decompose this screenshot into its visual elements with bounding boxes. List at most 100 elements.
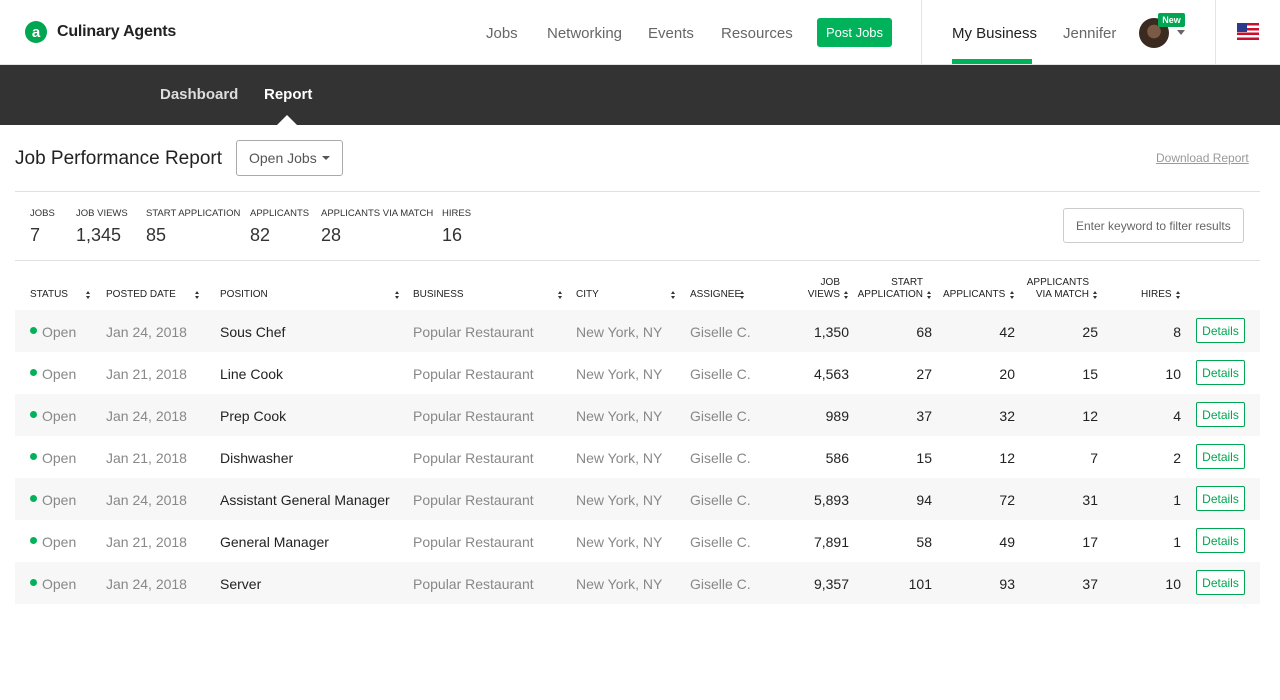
header-line: VIEWS [807, 289, 840, 300]
table-row[interactable]: Open Jan 24, 2018 Server Popular Restaurant… [15, 562, 1260, 604]
column-header-hires[interactable]: HIRES [1141, 289, 1172, 300]
cell-assignee: Giselle C. [690, 324, 751, 340]
sort-icon[interactable] [1176, 291, 1181, 299]
table-row[interactable]: Open Jan 24, 2018 Sous Chef Popular Restaur… [15, 310, 1260, 352]
table-row[interactable]: Open Jan 24, 2018 Prep Cook Popular Restaur… [15, 394, 1260, 436]
nav-networking[interactable]: Networking [547, 25, 623, 42]
brand-name: Culinary Agents [57, 23, 177, 40]
stat-value: 28 [321, 225, 342, 245]
table-row[interactable]: Open Jan 21, 2018 Line Cook Popular Restaur… [15, 352, 1260, 394]
cell-applicants-via-match: 15 [1082, 366, 1098, 382]
cell-status: Open [42, 534, 77, 550]
sort-icon[interactable] [195, 291, 200, 299]
cell-applicants: 49 [999, 534, 1015, 550]
dropdown-value: Open Jobs [249, 150, 317, 166]
details-button[interactable]: Details [1196, 570, 1245, 595]
cell-assignee: Giselle C. [690, 534, 751, 550]
job-status-dropdown[interactable]: Open Jobs [236, 140, 343, 176]
cell-business: Popular Restaurant [413, 492, 534, 508]
stat-value: 1,345 [76, 225, 122, 245]
column-header-assignee[interactable]: ASSIGNEE [690, 289, 742, 300]
column-header-start-application[interactable]: START APPLICATION [852, 277, 923, 301]
column-header-posted-date[interactable]: POSTED DATE [106, 289, 176, 300]
post-jobs-button[interactable]: Post Jobs [817, 18, 892, 47]
tab-dashboard[interactable]: Dashboard [160, 86, 239, 103]
nav-jobs[interactable]: Jobs [486, 25, 518, 42]
cell-business: Popular Restaurant [413, 324, 534, 340]
cell-applicants-via-match: 12 [1082, 408, 1098, 424]
cell-business: Popular Restaurant [413, 408, 534, 424]
tab-report[interactable]: Report [264, 86, 313, 103]
nav-resources[interactable]: Resources [721, 25, 793, 42]
table-row[interactable]: Open Jan 21, 2018 General Manager Popular R… [15, 520, 1260, 562]
column-header-city[interactable]: CITY [576, 289, 599, 300]
stat-jobs: JOBS 7 [30, 208, 55, 246]
cell-posted-date: Jan 24, 2018 [106, 324, 187, 340]
status-dot-icon [30, 411, 37, 418]
details-button[interactable]: Details [1196, 528, 1245, 553]
cell-business: Popular Restaurant [413, 366, 534, 382]
cell-start-application: 15 [916, 450, 932, 466]
stat-value: 82 [250, 225, 271, 245]
details-button[interactable]: Details [1196, 486, 1245, 511]
sort-icon[interactable] [740, 291, 745, 299]
details-button[interactable]: Details [1196, 444, 1245, 469]
sort-icon[interactable] [558, 291, 563, 299]
stat-value: 16 [442, 225, 463, 245]
status-dot-icon [30, 453, 37, 460]
cell-start-application: 58 [916, 534, 932, 550]
cell-status: Open [42, 450, 77, 466]
cell-start-application: 68 [916, 324, 932, 340]
cell-status: Open [42, 492, 77, 508]
status-dot-icon [30, 537, 37, 544]
table-row[interactable]: Open Jan 24, 2018 Assistant General Manage… [15, 478, 1260, 520]
details-button[interactable]: Details [1196, 318, 1245, 343]
us-flag-icon[interactable] [1237, 23, 1259, 40]
column-header-job-views[interactable]: JOB VIEWS [780, 277, 840, 301]
stat-value: 7 [30, 225, 41, 245]
nav-my-business[interactable]: My Business [952, 25, 1038, 42]
nav-events[interactable]: Events [648, 25, 694, 42]
stat-applicants: APPLICANTS 82 [250, 208, 309, 246]
download-report-link[interactable]: Download Report [1156, 151, 1249, 165]
column-header-applicants[interactable]: APPLICANTS [943, 289, 1006, 300]
cell-posted-date: Jan 21, 2018 [106, 366, 187, 382]
brand-logo[interactable]: a Culinary Agents [25, 21, 176, 43]
header-line: START [891, 277, 923, 288]
sort-icon[interactable] [1010, 291, 1015, 299]
user-name-link[interactable]: Jennifer [1063, 25, 1117, 42]
column-header-status[interactable]: STATUS [30, 289, 68, 300]
cell-job-views: 5,893 [813, 492, 849, 508]
top-navbar: a Culinary Agents Jobs Networking Events… [0, 0, 1280, 65]
sort-icon[interactable] [86, 291, 91, 299]
sort-icon[interactable] [1093, 291, 1098, 299]
stat-applicants-via-match: APPLICANTS VIA MATCH 28 [321, 208, 433, 246]
cell-assignee: Giselle C. [690, 366, 751, 382]
cell-applicants: 20 [999, 366, 1015, 382]
cell-assignee: Giselle C. [690, 492, 751, 508]
stat-label: JOBS [30, 208, 55, 219]
cell-business: Popular Restaurant [413, 450, 534, 466]
sort-icon[interactable] [671, 291, 676, 299]
header-line: JOB [820, 277, 840, 288]
cell-city: New York, NY [576, 366, 663, 382]
cell-posted-date: Jan 24, 2018 [106, 408, 187, 424]
sort-icon[interactable] [395, 291, 400, 299]
cell-position: Line Cook [220, 366, 284, 382]
column-header-business[interactable]: BUSINESS [413, 289, 464, 300]
search-input[interactable] [1063, 208, 1244, 243]
table-row[interactable]: Open Jan 21, 2018 Dishwasher Popular Restau… [15, 436, 1260, 478]
cell-applicants: 12 [999, 450, 1015, 466]
stat-hires: HIRES 16 [442, 208, 471, 246]
column-header-applicants-via-match[interactable]: APPLICANTS VIA MATCH [1010, 277, 1089, 301]
cell-posted-date: Jan 21, 2018 [106, 450, 187, 466]
sort-icon[interactable] [927, 291, 932, 299]
cell-applicants-via-match: 31 [1082, 492, 1098, 508]
chevron-down-icon[interactable] [1177, 30, 1185, 35]
sort-icon[interactable] [844, 291, 849, 299]
details-button[interactable]: Details [1196, 360, 1245, 385]
cell-applicants-via-match: 7 [1090, 450, 1098, 466]
status-dot-icon [30, 327, 37, 334]
details-button[interactable]: Details [1196, 402, 1245, 427]
column-header-position[interactable]: POSITION [220, 289, 268, 300]
